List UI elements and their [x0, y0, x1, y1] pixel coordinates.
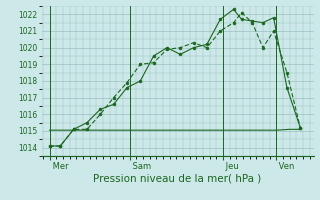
- X-axis label: Pression niveau de la mer( hPa ): Pression niveau de la mer( hPa ): [93, 173, 262, 183]
